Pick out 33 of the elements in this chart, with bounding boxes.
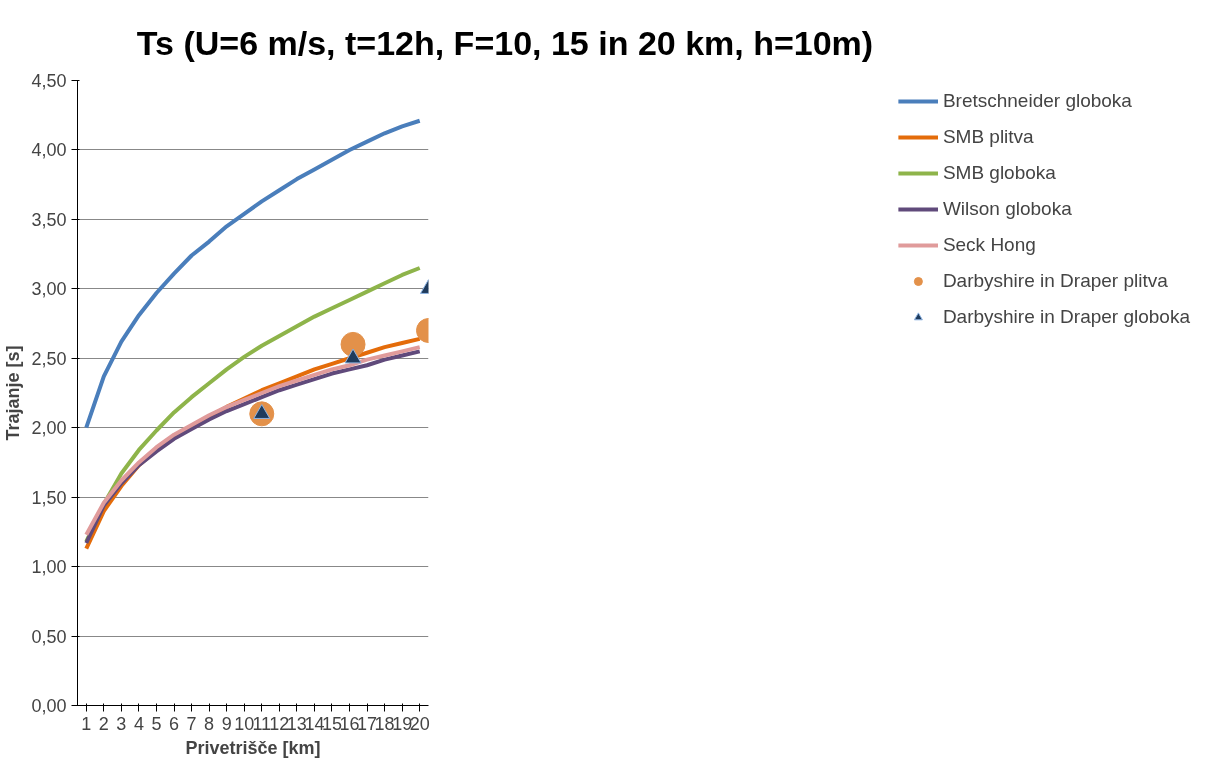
x-axis-title: Privetrišče [km] [185, 737, 321, 758]
legend-label: Darbyshire in Draper globoka [942, 306, 1190, 328]
legend-label: Seck Hong [942, 234, 1036, 256]
x-tick-label: 4 [133, 713, 144, 734]
x-tick-label: 7 [186, 713, 197, 734]
y-tick-label: 2,00 [31, 418, 67, 439]
y-tick-label: 4,00 [31, 140, 67, 161]
y-tick-label: 3,50 [31, 209, 67, 230]
legend-label: SMB globoka [942, 162, 1056, 184]
legend-label: Darbyshire in Draper plitva [942, 270, 1168, 292]
x-tick-label: 1 [81, 713, 92, 734]
y-tick-label: 0,50 [31, 626, 67, 647]
x-tick-label: 6 [169, 713, 180, 734]
point [340, 331, 366, 357]
x-tick-label: 8 [204, 713, 215, 734]
y-tick-label: 3,00 [31, 279, 67, 300]
x-tick-label: 2 [98, 713, 109, 734]
y-tick-label: 4,50 [31, 71, 67, 91]
text: Ts (U=6 m/s, t=12h, F=10, 15 in 20 km, h=10m) [136, 23, 874, 64]
y-tick-label: 1,00 [31, 557, 67, 578]
x-tick-label: 10 [234, 713, 255, 734]
x-tick-label: 3 [116, 713, 127, 734]
y-tick-label: 0,00 [31, 696, 67, 716]
y-tick-label: 2,50 [31, 348, 67, 369]
y-axis-title: Trajanje [s] [3, 345, 24, 441]
x-tick-label: 9 [221, 713, 232, 734]
line-series [84, 118, 422, 430]
legend-label: SMB plitva [942, 126, 1034, 148]
y-tick-label: 1,50 [31, 487, 67, 508]
legend-label: Wilson globoka [942, 198, 1072, 220]
x-tick-label: 5 [151, 713, 162, 734]
legend-label: Bretschneider globoka [942, 90, 1132, 112]
x-tick-label: 12 [269, 713, 290, 734]
